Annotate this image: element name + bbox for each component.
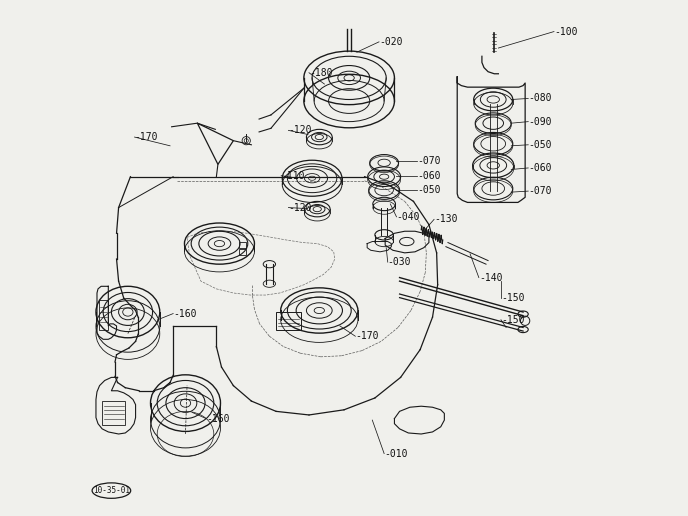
Text: -090: -090 [528,117,552,126]
Text: -150: -150 [501,293,524,303]
Text: -100: -100 [554,26,577,37]
Text: -170: -170 [355,331,379,341]
Text: -070: -070 [528,186,552,196]
Text: -120: -120 [288,125,312,135]
Text: -110: -110 [281,171,305,181]
Text: -050: -050 [528,140,552,150]
Text: -160: -160 [173,309,197,318]
Text: -160: -160 [206,413,230,424]
Text: -070: -070 [417,156,440,166]
Text: -030: -030 [388,257,411,267]
Text: -140: -140 [479,272,502,283]
Text: -180: -180 [309,68,332,78]
Text: -020: -020 [379,37,402,47]
Text: -080: -080 [528,93,552,104]
Text: -040: -040 [396,212,420,222]
Text: -010: -010 [384,448,407,459]
Text: -050: -050 [417,185,440,195]
Text: 10-35-01: 10-35-01 [93,486,130,495]
Text: -150: -150 [501,315,524,325]
Text: -130: -130 [434,215,458,224]
Text: -060: -060 [528,163,552,173]
Text: -120: -120 [288,203,312,213]
Text: -170: -170 [135,132,158,142]
Text: -060: -060 [417,171,440,181]
